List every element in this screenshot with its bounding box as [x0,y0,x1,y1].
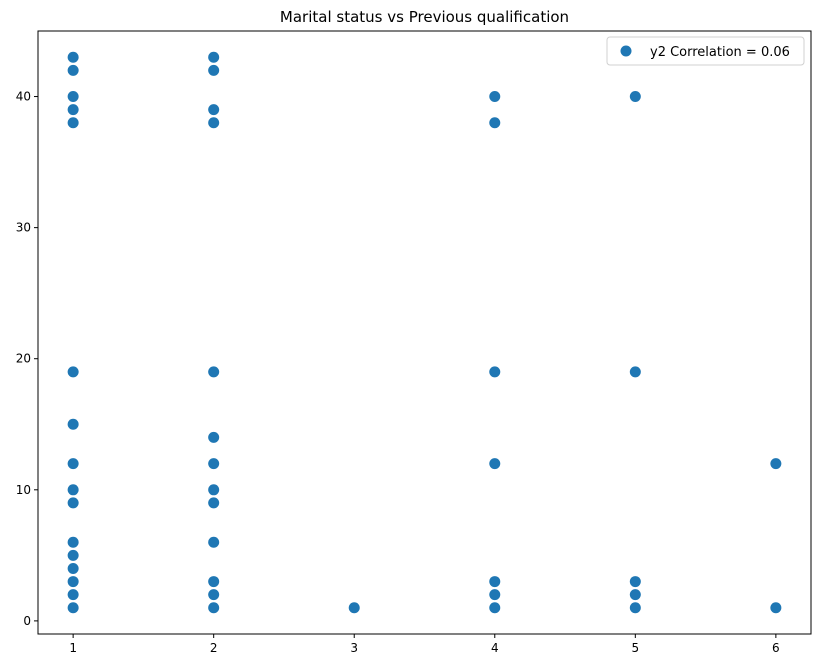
y-tick-label: 10 [16,483,31,497]
legend-box [606,36,805,66]
y-tick-label: 0 [23,614,31,628]
data-point [67,576,79,588]
y-tick-label: 40 [16,90,31,104]
data-point [208,576,220,588]
data-point [629,589,641,601]
data-point [67,117,79,129]
data-point [629,91,641,103]
data-point [208,497,220,509]
data-point [67,51,79,63]
data-point [208,536,220,548]
x-tick-label: 1 [69,641,77,655]
x-tick-label: 2 [210,641,218,655]
x-tick-label: 4 [491,641,499,655]
data-point [489,589,501,601]
data-point [208,431,220,443]
data-point [208,117,220,129]
data-point [67,484,79,496]
legend-label: y2 Correlation = 0.06 [650,45,790,60]
data-point [208,51,220,63]
data-point [67,418,79,430]
data-point [208,366,220,378]
data-point [208,589,220,601]
data-point [67,458,79,470]
data-point [208,104,220,116]
data-point [208,484,220,496]
data-point [67,536,79,548]
y-tick-label: 20 [16,352,31,366]
data-point [770,458,782,470]
data-point [208,458,220,470]
plot-frame [37,30,812,635]
data-point [67,562,79,574]
data-point [208,64,220,76]
data-point [67,602,79,614]
data-point [489,458,501,470]
data-point [489,576,501,588]
x-tick-label: 3 [350,641,358,655]
data-point [629,366,641,378]
data-point [489,366,501,378]
chart-title: Marital status vs Previous qualification [280,8,569,26]
data-point [67,104,79,116]
data-point [629,576,641,588]
data-point [67,497,79,509]
data-point [67,549,79,561]
legend-marker [620,45,632,57]
data-point [489,602,501,614]
data-point [489,91,501,103]
x-tick-label: 5 [631,641,639,655]
data-point [208,602,220,614]
data-point [67,366,79,378]
data-point [67,589,79,601]
data-point [489,117,501,129]
data-point [770,602,782,614]
y-tick-label: 30 [16,221,31,235]
legend: y2 Correlation = 0.06 [606,36,805,66]
data-point [67,64,79,76]
data-point [67,91,79,103]
data-point [348,602,360,614]
data-point [629,602,641,614]
x-tick-label: 6 [772,641,780,655]
